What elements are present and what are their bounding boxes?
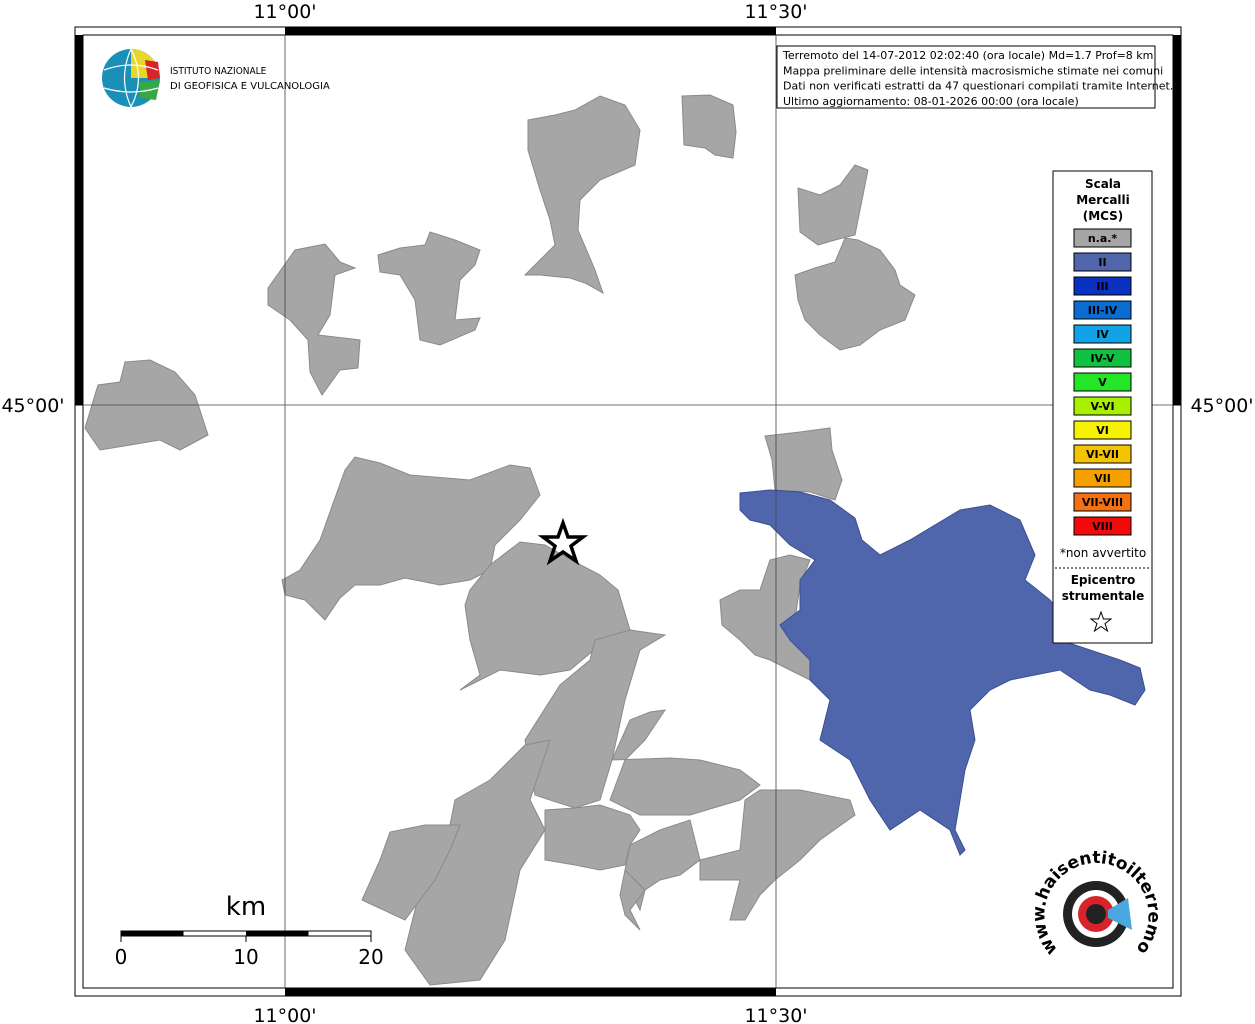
frame-bar xyxy=(1173,35,1181,405)
lat-label: 45°00' xyxy=(1190,395,1253,417)
municipality xyxy=(794,237,916,351)
legend-swatch xyxy=(1073,444,1132,464)
legend-epicenter-symbol xyxy=(1089,610,1113,633)
legend-epicenter: strumentale xyxy=(1062,589,1145,603)
logo-text: ISTITUTO NAZIONALE xyxy=(170,66,267,77)
lon-label: 11°30' xyxy=(744,1,807,23)
municipality xyxy=(797,164,869,246)
municipality xyxy=(523,95,641,295)
municipality xyxy=(524,629,667,809)
lon-label: 11°00' xyxy=(253,1005,316,1024)
logo-text: DI GEOFISICA E VULCANOLOGIA xyxy=(170,81,330,92)
legend-swatch xyxy=(1073,228,1132,248)
municipality xyxy=(361,824,461,921)
lon-label: 11°00' xyxy=(253,1,316,23)
legend-label: IV xyxy=(1096,328,1109,341)
frame-bar xyxy=(285,27,776,35)
info-box xyxy=(776,45,1156,109)
legend-swatch xyxy=(1073,468,1132,488)
legend-swatch xyxy=(1073,396,1132,416)
municipality xyxy=(681,94,737,159)
municipality xyxy=(267,243,361,396)
municipality xyxy=(619,868,646,931)
info-line: Ultimo aggiornamento: 08-01-2026 00:00 (… xyxy=(783,95,1079,108)
logo-ring xyxy=(1086,904,1106,924)
frame-bar xyxy=(285,988,776,996)
municipality xyxy=(544,804,641,871)
legend-label: VIII xyxy=(1092,520,1113,533)
legend-title: Mercalli xyxy=(1076,193,1130,207)
legend-swatch xyxy=(1073,420,1132,440)
frame-inner xyxy=(82,34,1174,989)
legend: ScalaMercalli(MCS)n.a.*IIIIIIII-IVIVIV-V… xyxy=(1073,177,1132,536)
legend-label: IV-V xyxy=(1090,352,1115,365)
epicenter xyxy=(537,517,589,566)
legend-swatch xyxy=(1073,492,1132,512)
scale-segment xyxy=(121,931,184,936)
municipality xyxy=(404,739,551,986)
legend-swatch xyxy=(1073,324,1132,344)
scale-label: 10 xyxy=(233,945,258,969)
municipality xyxy=(609,709,761,816)
scale-label: 0 xyxy=(115,945,128,969)
legend-swatch xyxy=(1073,276,1132,296)
logo-speaker xyxy=(1108,898,1132,930)
lon-label: 11°30' xyxy=(744,1005,807,1024)
municipality xyxy=(281,456,541,621)
ingv-logo: ISTITUTO NAZIONALE DI GEOFISICA E VULCAN… xyxy=(102,48,330,108)
municipality xyxy=(764,427,843,501)
legend-label: VII-VIII xyxy=(1082,496,1123,509)
info-lines: Terremoto del 14-07-2012 02:02:40 (ora l… xyxy=(782,49,1173,108)
info-line: Terremoto del 14-07-2012 02:02:40 (ora l… xyxy=(782,49,1153,62)
legend-label: V-VI xyxy=(1090,400,1114,413)
legend-title: Scala xyxy=(1085,177,1121,191)
info-line: Mappa preliminare delle intensità macros… xyxy=(783,64,1163,77)
legend-label: III xyxy=(1096,280,1108,293)
scale-segment xyxy=(246,931,309,936)
municipality xyxy=(377,231,481,346)
municipality-intensity xyxy=(739,489,1146,856)
legend-label: VI-VII xyxy=(1086,448,1119,461)
scale-label: 20 xyxy=(358,945,383,969)
municipalities xyxy=(84,94,916,986)
legend-swatch xyxy=(1073,300,1132,320)
legend-swatch xyxy=(1073,372,1132,392)
legend-epicenter: Epicentro xyxy=(1071,573,1136,587)
info-line: Dati non verificati estratti da 47 quest… xyxy=(783,80,1173,93)
legend-label: II xyxy=(1098,256,1106,269)
municipality xyxy=(699,789,856,921)
legend-swatch xyxy=(1073,516,1132,536)
legend-label: VII xyxy=(1094,472,1111,485)
legend-swatch xyxy=(1073,252,1132,272)
legend-note: *non avvertito xyxy=(1060,546,1146,560)
logo-globe-part xyxy=(145,60,160,80)
legend-label: III-IV xyxy=(1088,304,1118,317)
frame-bar xyxy=(75,35,83,405)
legend-label: V xyxy=(1098,376,1107,389)
legend-title: (MCS) xyxy=(1083,209,1124,223)
lat-label: 45°00' xyxy=(1,395,64,417)
legend-swatch xyxy=(1073,348,1132,368)
legend-label: VI xyxy=(1096,424,1109,437)
scale-unit: km xyxy=(226,892,266,922)
logo-globe-lines xyxy=(103,48,159,108)
legend-label: n.a.* xyxy=(1088,232,1118,245)
